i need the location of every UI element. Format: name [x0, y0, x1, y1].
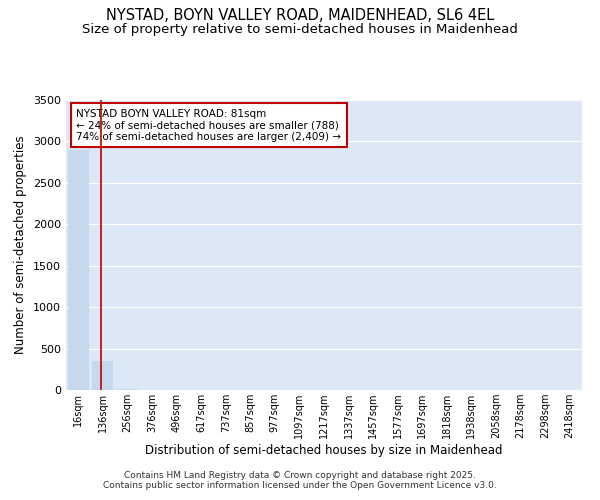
Text: Contains HM Land Registry data © Crown copyright and database right 2025.
Contai: Contains HM Land Registry data © Crown c…: [103, 470, 497, 490]
Bar: [68, 150, 89, 390]
Text: NYSTAD BOYN VALLEY ROAD: 81sqm
← 24% of semi-detached houses are smaller (788)
7: NYSTAD BOYN VALLEY ROAD: 81sqm ← 24% of …: [76, 108, 341, 142]
Bar: [92, 361, 113, 390]
Y-axis label: Number of semi-detached properties: Number of semi-detached properties: [14, 136, 28, 354]
Text: Size of property relative to semi-detached houses in Maidenhead: Size of property relative to semi-detach…: [82, 22, 518, 36]
Text: NYSTAD, BOYN VALLEY ROAD, MAIDENHEAD, SL6 4EL: NYSTAD, BOYN VALLEY ROAD, MAIDENHEAD, SL…: [106, 8, 494, 22]
X-axis label: Distribution of semi-detached houses by size in Maidenhead: Distribution of semi-detached houses by …: [145, 444, 503, 457]
